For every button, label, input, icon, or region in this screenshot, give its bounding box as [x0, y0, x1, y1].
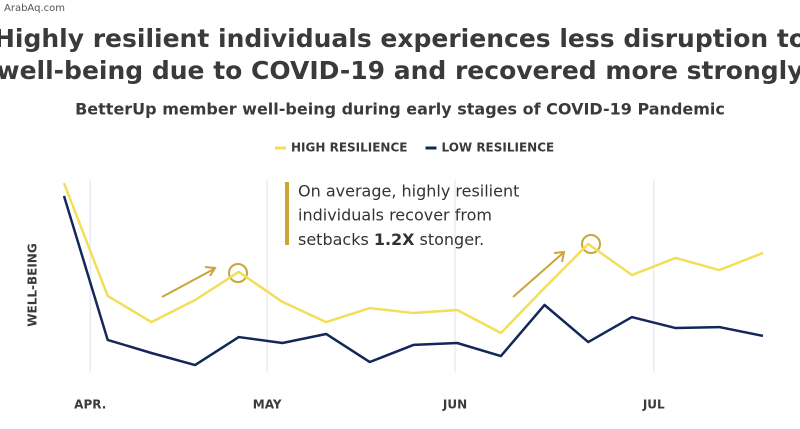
annotation-emphasis: 1.2X: [374, 230, 415, 249]
chart-title: well-being due to COVID-19 and recovered…: [0, 56, 800, 85]
annotation: On average, highly resilient: [298, 182, 519, 201]
chart-subtitle: BetterUp member well-being during early …: [75, 100, 725, 119]
legend-label: LOW RESILIENCE: [441, 141, 554, 155]
series-line: [62, 182, 764, 335]
y-axis-label: WELL-BEING: [26, 243, 40, 326]
x-tick-label: JUL: [642, 398, 665, 412]
legend-label: HIGH RESILIENCE: [291, 141, 407, 155]
chart-title: Highly resilient individuals experiences…: [0, 24, 800, 53]
x-tick-label: APR.: [74, 398, 106, 412]
annotation-callouts: [161, 182, 601, 298]
annotation: individuals recover from: [298, 206, 492, 225]
x-tick-label: JUN: [442, 398, 467, 412]
annotation: setbacks 1.2X stonger.: [298, 230, 484, 249]
annotation: setbacks: [298, 230, 369, 249]
annotation: stonger.: [420, 230, 485, 249]
watermark: ArabAq.com: [4, 3, 65, 14]
series-line: [62, 195, 764, 367]
x-tick-label: MAY: [253, 398, 282, 412]
